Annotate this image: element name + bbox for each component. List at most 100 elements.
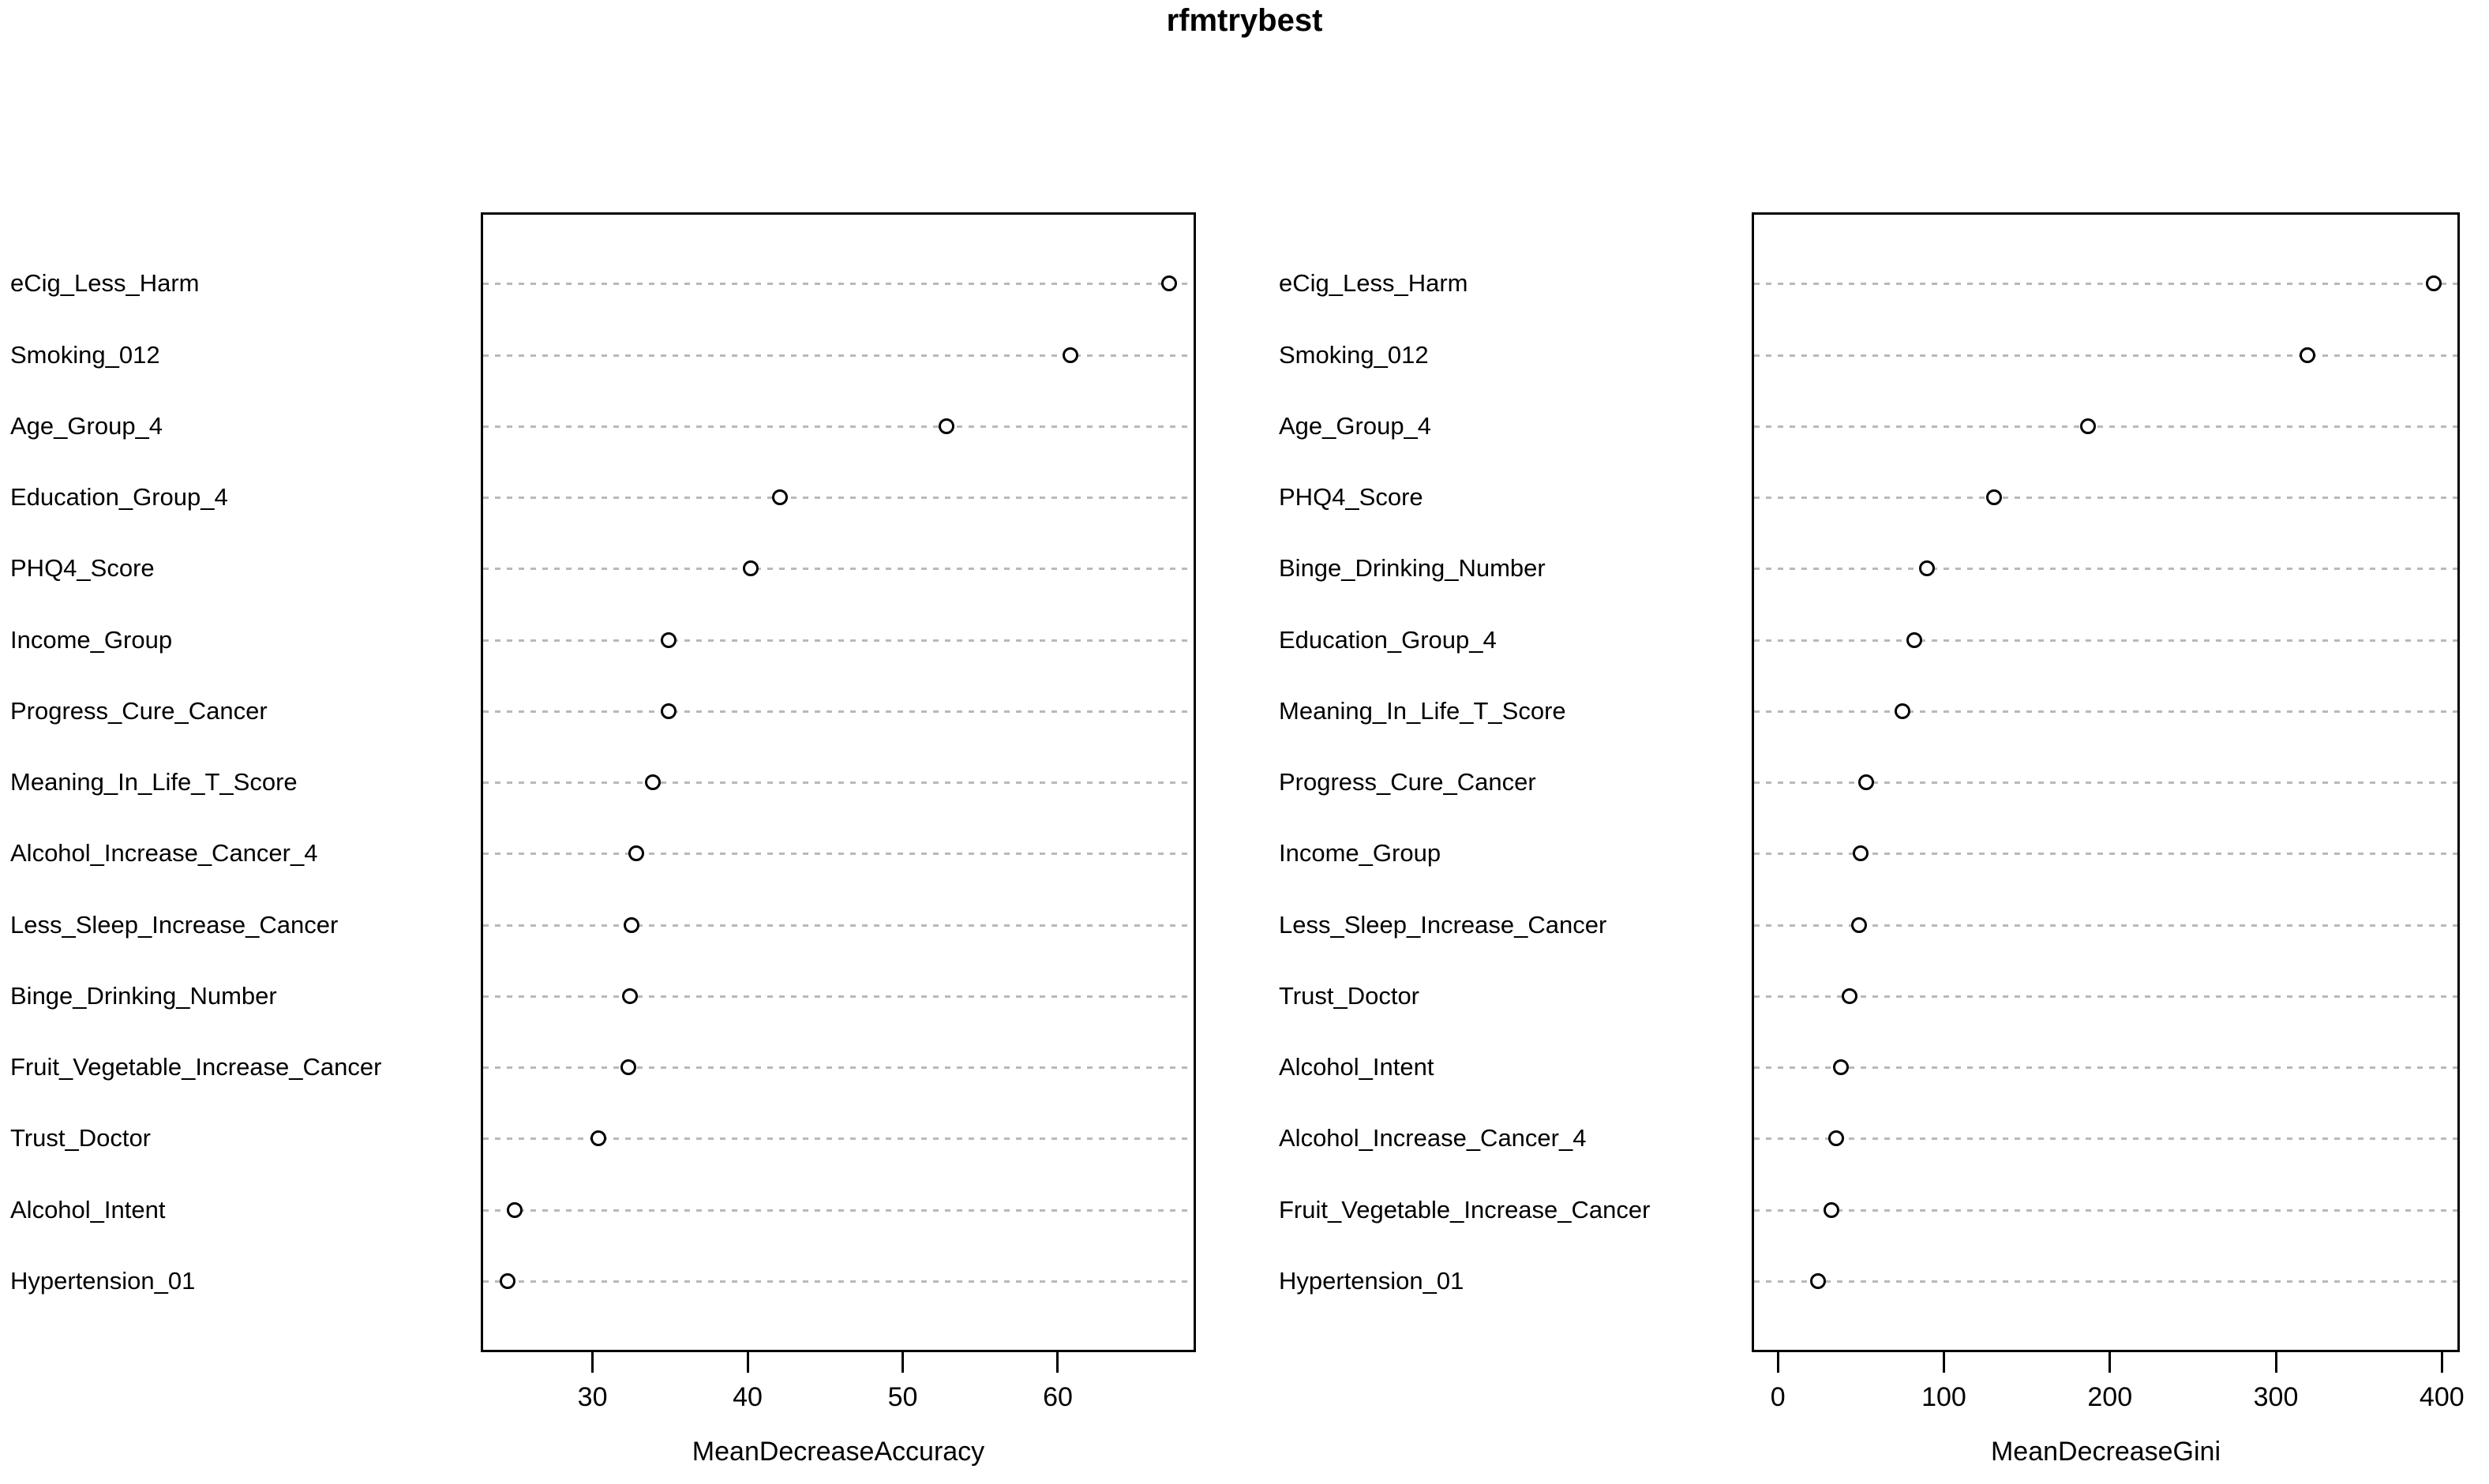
data-point [499,1272,515,1289]
category-label: PHQ4_Score [10,554,155,583]
category-label: Trust_Doctor [10,1124,152,1152]
gridline [483,354,1194,357]
data-point [938,418,954,434]
x-axis-title: MeanDecreaseAccuracy [692,1437,985,1467]
data-point [1857,774,1874,790]
gridline [483,425,1194,428]
gridline [483,639,1194,642]
chart-title: rfmtrybest [1166,3,1323,38]
data-point [507,1201,523,1218]
category-label: Progress_Cure_Cancer [10,696,268,725]
gridline [483,710,1194,713]
category-label: Fruit_Vegetable_Increase_Cancer [10,1053,382,1081]
category-label: Income_Group [1279,839,1441,868]
gridline [1754,710,2457,713]
x-axis-tick [746,1352,749,1373]
data-point [1827,1130,1844,1147]
data-point [1062,347,1078,363]
x-axis-tick-label: 400 [2419,1382,2465,1412]
gridline [1754,283,2457,286]
category-label: Alcohol_Increase_Cancer_4 [10,839,318,868]
category-label: Meaning_In_Life_T_Score [10,768,298,796]
x-axis-tick-label: 300 [2253,1382,2299,1412]
category-label: Less_Sleep_Increase_Cancer [10,910,339,939]
category-label: eCig_Less_Harm [1279,269,1468,298]
category-label: Hypertension_01 [1279,1266,1464,1295]
gridline [1754,995,2457,998]
x-axis-tick [902,1352,905,1373]
category-label: Progress_Cure_Cancer [1279,768,1536,796]
data-point [1841,987,1857,1004]
data-point [1851,916,1868,933]
data-point [1919,560,1936,577]
x-axis-tick [2440,1352,2443,1373]
category-label: Fruit_Vegetable_Increase_Cancer [1279,1195,1651,1224]
category-label: Education_Group_4 [10,483,228,511]
gridline [483,568,1194,571]
data-point [772,489,789,505]
gridline [1754,354,2457,357]
x-axis-tick [1942,1352,1945,1373]
data-point [2080,418,2097,434]
category-label: Hypertension_01 [10,1266,196,1295]
gridline [1754,1280,2457,1283]
data-point [1985,489,2002,505]
category-label: PHQ4_Score [1279,483,1423,511]
plot-box [1752,212,2460,1352]
category-label: Trust_Doctor [1279,981,1420,1010]
data-point [621,987,638,1004]
gridline [483,924,1194,927]
gridline [483,283,1194,286]
data-point [590,1130,607,1147]
gridline [1754,1137,2457,1141]
plot-box [481,212,1196,1352]
data-point [660,631,677,648]
x-axis-tick [1056,1352,1059,1373]
data-point [620,1059,636,1075]
data-point [645,774,662,790]
category-label: Smoking_012 [10,340,160,369]
x-axis-tick-label: 60 [1043,1382,1073,1412]
x-axis-title: MeanDecreaseGini [1990,1437,2221,1467]
category-label: Education_Group_4 [1279,625,1497,654]
x-axis-tick [2274,1352,2277,1373]
category-label: Income_Group [10,625,173,654]
x-axis-tick-label: 200 [2087,1382,2133,1412]
data-point [1161,275,1178,292]
category-label: Alcohol_Intent [1279,1053,1434,1081]
gridline [1754,639,2457,642]
gridline [1754,853,2457,856]
gridline [483,995,1194,998]
data-point [628,845,644,862]
data-point [623,916,639,933]
x-axis-tick-label: 30 [577,1382,608,1412]
x-axis-tick-label: 50 [887,1382,918,1412]
gridline [483,1209,1194,1212]
category-label: Alcohol_Increase_Cancer_4 [1279,1124,1587,1152]
gridline [483,1137,1194,1141]
x-axis-tick [2109,1352,2112,1373]
data-point [1894,703,1910,719]
gridline [1754,425,2457,428]
data-point [1823,1201,1839,1218]
x-axis-tick [591,1352,594,1373]
category-label: Meaning_In_Life_T_Score [1279,696,1566,725]
category-label: Binge_Drinking_Number [1279,554,1546,583]
data-point [1853,845,1869,862]
gridline [1754,924,2457,927]
category-label: Smoking_012 [1279,340,1429,369]
category-label: Alcohol_Intent [10,1195,166,1224]
x-axis-tick-label: 100 [1921,1382,1966,1412]
category-label: Age_Group_4 [1279,411,1432,440]
x-axis-tick-label: 0 [1770,1382,1786,1412]
x-axis-tick-label: 40 [733,1382,763,1412]
gridline [483,1066,1194,1069]
data-point [1833,1059,1850,1075]
data-point [1809,1272,1826,1289]
gridline [1754,1209,2457,1212]
data-point [2425,275,2442,292]
gridline [1754,568,2457,571]
gridline [483,781,1194,784]
gridline [483,1280,1194,1283]
